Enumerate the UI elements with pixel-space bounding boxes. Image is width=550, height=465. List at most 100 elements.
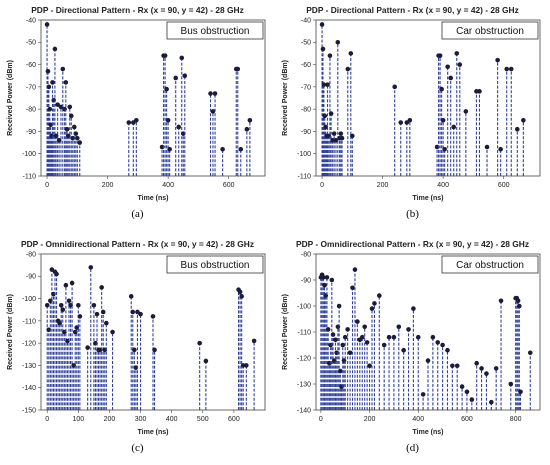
chart-plot-c: -80 -90 -100 -110 -120 -130 -140 -150 0 100 200 300… [7, 251, 266, 436]
y-tick-label: -110 [298, 329, 312, 336]
data-point [331, 131, 337, 136]
data-point [203, 358, 209, 364]
x-tick-label: 600 [223, 182, 235, 189]
data-point [54, 271, 59, 277]
x-tick-label: 800 [510, 416, 522, 423]
data-point [58, 302, 64, 308]
y-axis-label: Received Power (dBm) [282, 294, 289, 370]
x-axis-label: Time (ns) [138, 429, 169, 436]
data-point [94, 311, 100, 317]
data-point [52, 46, 58, 52]
data-point [450, 363, 455, 369]
data-point [440, 342, 445, 348]
x-axis-label: Time (ns) [138, 195, 169, 202]
data-point [350, 133, 355, 139]
data-point [411, 306, 416, 311]
data-point [162, 53, 168, 58]
y-tick-label: -80 [301, 107, 311, 114]
data-point [398, 120, 404, 125]
data-point [48, 122, 53, 128]
data-point [164, 86, 169, 92]
data-point [182, 73, 188, 79]
data-point [134, 117, 139, 123]
data-point [504, 66, 510, 72]
y-axis-label: Received Power (dBm) [7, 60, 14, 136]
x-axis-label: Time (ns) [413, 195, 444, 202]
data-point [152, 347, 157, 353]
data-point [64, 126, 70, 132]
data-point [77, 314, 83, 319]
data-point [44, 22, 50, 27]
y-tick-label: -80 [26, 107, 36, 114]
data-point [244, 126, 250, 132]
y-tick-label: -100 [297, 303, 311, 310]
y-tick-label: -140 [297, 407, 311, 414]
data-point [508, 66, 514, 72]
data-point [515, 298, 521, 304]
data-point [47, 106, 53, 112]
data-point [463, 109, 469, 114]
y-tick-label: -50 [301, 40, 311, 47]
data-point [322, 113, 328, 119]
chart-panel-b: PDP - Directional Pattern - Rx (x = 90, … [275, 0, 550, 232]
legend-label: Bus obstruction [181, 260, 250, 271]
data-point [401, 347, 406, 353]
y-tick-label: -70 [301, 84, 311, 91]
data-point [469, 397, 475, 402]
data-point [367, 363, 372, 369]
y-axis-label: Received Power (dBm) [7, 294, 14, 370]
data-point [335, 39, 341, 45]
data-point [324, 275, 330, 280]
data-point [212, 91, 218, 96]
data-point [126, 120, 132, 125]
x-tick-label: 600 [228, 416, 240, 423]
data-point [454, 363, 460, 369]
data-point [435, 340, 441, 345]
data-point [44, 302, 50, 308]
chart-panel-d: PDP - Omnidirectional Pattern - Rx (x = … [275, 234, 550, 465]
panel-label: (a) [131, 208, 144, 220]
data-point [340, 342, 346, 348]
x-tick-label: 500 [197, 416, 209, 423]
y-tick-label: -40 [26, 17, 36, 24]
data-point [338, 368, 343, 374]
data-point [329, 277, 335, 283]
legend-label: Car obstruction [456, 26, 524, 37]
data-point [415, 334, 421, 340]
data-point [454, 51, 460, 56]
data-point [85, 345, 90, 350]
data-point [319, 22, 325, 27]
x-tick-label: 300 [135, 416, 147, 423]
data-point [439, 86, 444, 92]
data-point [386, 334, 392, 340]
plot-frame [40, 19, 266, 177]
y-tick-label: -60 [301, 62, 311, 69]
chart-plot-b: -40 -50 -60 -70 -80 -90 -100 -110 0 200 400 600 Time… [282, 17, 541, 202]
data-point [381, 342, 387, 348]
data-point [437, 53, 443, 58]
panel-label: (b) [406, 208, 419, 220]
data-point [514, 126, 520, 132]
data-point [150, 314, 156, 319]
data-point [176, 124, 182, 130]
x-tick-label: 200 [102, 182, 114, 189]
data-point [517, 303, 522, 309]
data-point [75, 135, 80, 141]
y-tick-label: -150 [22, 407, 36, 414]
x-tick-label: 100 [72, 416, 84, 423]
data-point [355, 319, 360, 324]
data-point [77, 140, 83, 145]
data-point [479, 366, 484, 371]
data-point [445, 64, 450, 70]
legend-box [441, 255, 539, 274]
data-point [407, 117, 413, 123]
data-point [392, 84, 398, 90]
data-point [88, 265, 94, 270]
data-point [442, 146, 447, 152]
panel-label: (d) [406, 442, 419, 454]
y-tick-label: -70 [26, 84, 36, 91]
data-point [345, 327, 350, 332]
data-point [342, 334, 348, 340]
y-tick-label: -60 [26, 62, 36, 69]
data-point [173, 75, 179, 81]
